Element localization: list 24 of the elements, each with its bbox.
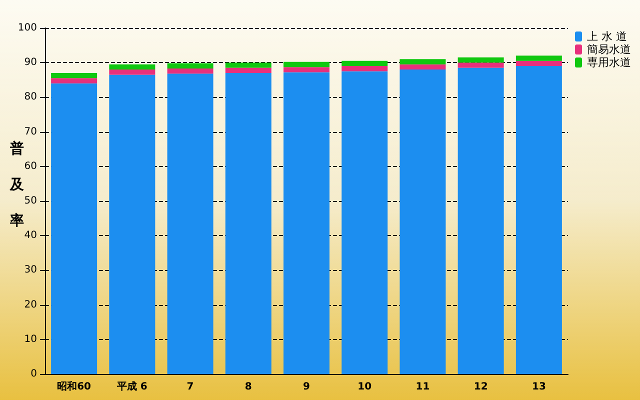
legend-label: 専用水道 [587, 56, 631, 69]
y-tick-label: 20 [24, 299, 37, 310]
x-tick-label: 昭和60 [57, 380, 92, 392]
x-tick-label: 平成 6 [116, 380, 148, 392]
y-tick-label: 60 [24, 160, 37, 172]
x-tick-label: 11 [416, 382, 430, 392]
x-tick-label: 12 [474, 382, 488, 392]
x-tick-label: 10 [358, 382, 372, 392]
y-tick-label: 90 [24, 57, 37, 68]
legend-label: 簡易水道 [587, 43, 631, 56]
x-tick-label: 13 [532, 382, 546, 392]
x-tick-label: 9 [303, 382, 310, 392]
y-tick-label: 30 [24, 264, 37, 276]
x-tick-label: 8 [244, 382, 252, 392]
y-tick-label: 70 [24, 126, 37, 138]
x-tick-label: 7 [186, 382, 194, 392]
y-tick-label: 40 [24, 230, 37, 242]
y-tick-label: 0 [30, 368, 37, 380]
y-tick-label: 80 [24, 92, 37, 103]
legend-label: 上 水 道 [587, 30, 627, 43]
y-tick-label: 10 [24, 334, 37, 345]
y-tick-label: 50 [24, 196, 37, 206]
text: 普及率 [10, 141, 24, 229]
y-tick-label: 100 [18, 22, 37, 34]
